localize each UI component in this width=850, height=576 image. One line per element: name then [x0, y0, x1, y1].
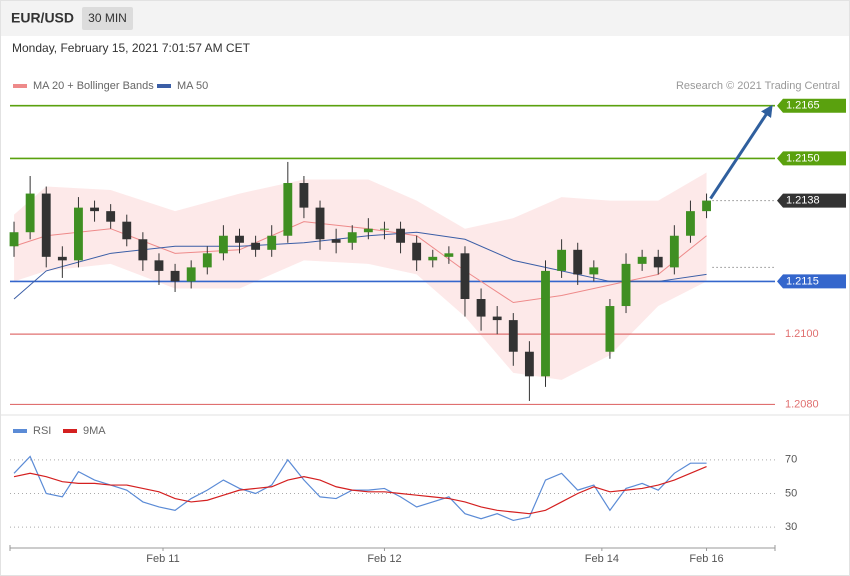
x-tick-label: Feb 16	[689, 553, 723, 565]
x-tick-label: Feb 12	[367, 553, 401, 565]
candle-body	[74, 207, 83, 261]
candle-body	[154, 260, 164, 271]
legend-label: 9MA	[83, 425, 106, 437]
candle-body	[605, 306, 615, 352]
candle-body	[170, 270, 180, 282]
rsi-line	[13, 455, 707, 522]
level-label-box	[777, 274, 846, 289]
candle-body	[686, 211, 695, 236]
candle-body	[347, 232, 357, 243]
candle-body	[557, 249, 567, 271]
rsi-line	[13, 466, 707, 515]
legend-label: RSI	[33, 425, 51, 437]
forecast-arrow	[709, 104, 773, 200]
legend-swatch	[63, 429, 77, 433]
y-tick-label: 30	[785, 521, 797, 533]
level-label: 1.2115	[786, 275, 819, 287]
level-label: 1.2150	[786, 152, 820, 164]
candle-body	[428, 256, 438, 261]
candle-body	[621, 263, 631, 307]
candle-body	[396, 228, 405, 243]
timeframe-box	[82, 7, 133, 30]
timeframe: 30 MIN	[88, 11, 127, 25]
candle-body	[702, 200, 711, 212]
candle-body	[508, 320, 518, 352]
candle-body	[138, 239, 148, 261]
candle-body	[524, 351, 534, 377]
candle-body	[283, 183, 293, 236]
legend-label: MA 50	[177, 80, 208, 92]
candle-body	[589, 267, 599, 275]
candle-body	[653, 256, 663, 268]
candle-body	[460, 253, 470, 300]
candle-body	[122, 221, 132, 240]
candle-body	[235, 235, 244, 243]
moving-average	[13, 221, 707, 304]
legend-label: MA 20 + Bollinger Bands	[33, 80, 154, 92]
candle-body	[90, 207, 99, 212]
subtitle: Monday, February 15, 2021 7:01:57 AM CET	[12, 41, 251, 55]
candle-body	[25, 193, 35, 233]
level-label: 1.2080	[785, 398, 819, 410]
candle-body	[412, 242, 422, 261]
candle-body	[41, 193, 51, 257]
level-label: 1.2100	[785, 328, 819, 340]
candle-body	[573, 249, 583, 275]
last-price-box	[777, 193, 846, 208]
candle-body	[9, 232, 19, 247]
legend-swatch	[13, 429, 27, 433]
header	[1, 1, 849, 36]
candle-body	[669, 235, 679, 268]
candle-body	[57, 256, 67, 261]
candle-body	[363, 228, 373, 233]
symbol: EUR/USD	[11, 10, 74, 26]
candle-body	[186, 267, 196, 282]
legend-swatch	[13, 84, 27, 88]
y-tick-label: 50	[785, 487, 797, 499]
bollinger-band	[14, 172, 707, 380]
candle-body	[476, 299, 486, 317]
candle-body	[380, 228, 389, 230]
candle-body	[299, 183, 309, 208]
candle-body	[331, 239, 341, 243]
candle-body	[315, 207, 325, 240]
candle-body	[251, 242, 261, 250]
candle-body	[218, 235, 228, 254]
candle-body	[541, 270, 550, 377]
candle-body	[106, 211, 116, 222]
candle-body	[267, 235, 277, 250]
legend-swatch	[157, 84, 171, 88]
y-tick-label: 70	[785, 454, 797, 466]
last-price-label: 1.2138	[786, 195, 820, 207]
candle-body	[444, 253, 454, 257]
candle-body	[637, 256, 647, 264]
level-label-box	[777, 98, 846, 113]
level-label: 1.2165	[786, 100, 820, 112]
x-tick-label: Feb 14	[585, 553, 619, 565]
candle-body	[202, 253, 212, 268]
x-tick-label: Feb 11	[146, 553, 179, 565]
candle-body	[492, 316, 502, 321]
credit: Research © 2021 Trading Central	[676, 80, 840, 92]
moving-average	[13, 231, 707, 300]
level-label-box	[777, 151, 846, 166]
